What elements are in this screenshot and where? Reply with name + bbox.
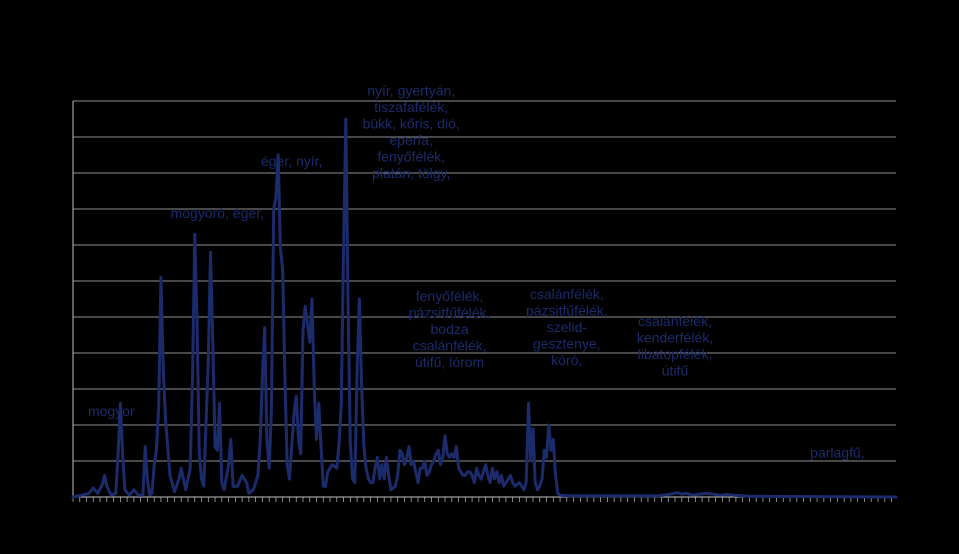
annotation-text: bodza	[431, 321, 469, 337]
annotation-text: csalánfélék,	[530, 286, 604, 302]
annotation-text: tiszafafélék,	[374, 99, 448, 115]
annotation-text: eperfa,	[389, 132, 433, 148]
annotation-4: fenyőfélék,pázsitfűfélék,bodzacsalánfélé…	[409, 288, 491, 370]
annotation-text: gesztenye,	[533, 336, 601, 352]
annotation-3: nyír, gyertyán,tiszafafélék,bükk, kőris,…	[363, 83, 460, 182]
annotation-text: platán, tölgy,	[372, 165, 450, 181]
series-line-0	[71, 117, 898, 499]
annotation-text: parlagfű,	[810, 444, 864, 460]
annotation-5: csalánfélék,pázsitfűfélék,szelid-geszten…	[526, 286, 608, 368]
annotation-text: csalánfélék,	[638, 313, 712, 329]
annotation-text: szelid-	[547, 319, 588, 335]
annotation-text: kenderfélék,	[637, 330, 713, 346]
annotation-text: csalánfélék,	[413, 337, 487, 353]
annotation-7: parlagfű,	[810, 444, 864, 460]
annotation-text: pázsitfűfélék,	[526, 303, 608, 319]
annotation-text: éger, nyír,	[261, 153, 322, 169]
series-layer	[71, 117, 898, 499]
annotation-text: mogyor	[88, 403, 135, 419]
annotation-0: mogyor	[88, 403, 135, 419]
annotation-text: nyír, gyertyán,	[367, 83, 455, 99]
annotation-text: bükk, kőris, dió,	[363, 116, 460, 132]
annotation-text: mogyoró, éger,	[171, 205, 264, 221]
annotation-text: libatopfélék,	[638, 346, 713, 362]
annotation-text: kóró,	[551, 352, 582, 368]
annotation-1: mogyoró, éger,	[171, 205, 264, 221]
annotation-text: pázsitfűfélék,	[409, 304, 491, 320]
annotation-text: fenyőfélék,	[416, 288, 484, 304]
annotation-text: útifű, lórom	[415, 354, 484, 370]
annotation-6: csalánfélék,kenderfélék,libatopfélék,úti…	[637, 313, 713, 379]
annotation-2: éger, nyír,	[261, 153, 322, 169]
annotation-text: fenyőfélék,	[377, 149, 445, 165]
annotations: mogyor mogyoró, éger, éger, nyír, nyír, gye…	[88, 83, 865, 461]
annotation-text: útifű	[662, 363, 689, 379]
